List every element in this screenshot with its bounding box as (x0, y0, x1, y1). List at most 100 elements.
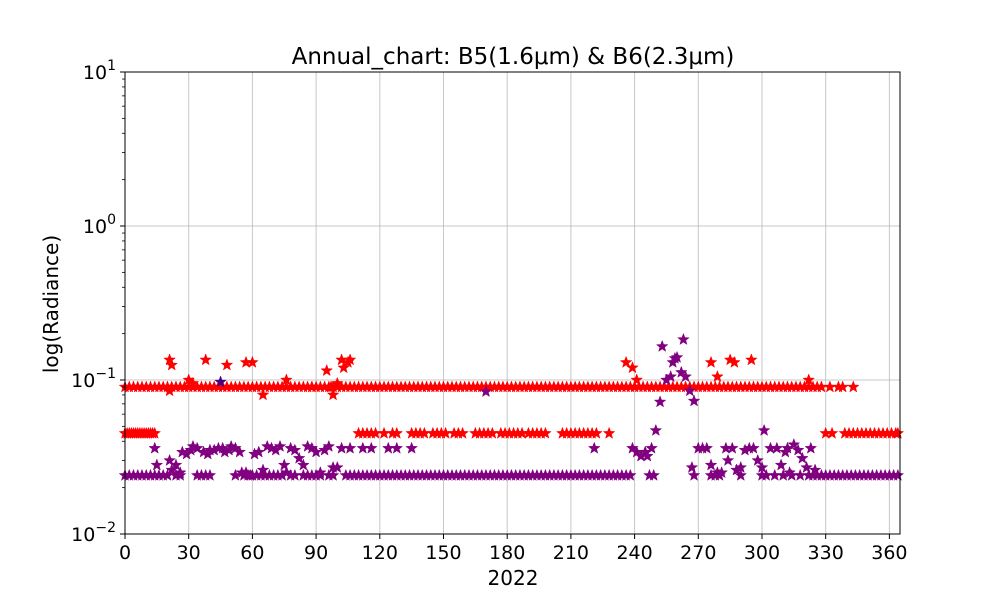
data-point (343, 353, 357, 366)
y-tick-label: 101 (83, 58, 116, 84)
data-point (163, 384, 176, 397)
data-point (734, 460, 748, 474)
data-point (296, 458, 310, 471)
data-point (330, 376, 344, 389)
data-point (326, 468, 340, 481)
x-tick-label: 60 (240, 542, 264, 564)
data-point (774, 458, 788, 471)
data-point (322, 439, 336, 452)
data-point (587, 441, 601, 454)
data-point (755, 460, 769, 474)
x-tick-label: 300 (744, 542, 780, 564)
data-point (165, 463, 179, 476)
data-point (711, 370, 724, 383)
data-point (589, 426, 603, 439)
data-point (791, 443, 805, 456)
data-point (700, 441, 714, 454)
data-point (203, 468, 217, 481)
data-point (313, 466, 327, 479)
data-point (640, 449, 654, 462)
data-point (757, 423, 771, 436)
chart-title: Annual_chart: B5(1.6μm) & B6(2.3μm) (292, 44, 735, 70)
data-point (647, 468, 661, 481)
data-point (602, 426, 616, 439)
data-point (405, 441, 419, 454)
data-point (804, 441, 818, 454)
x-tick-label: 150 (425, 542, 461, 564)
plot-frame (124, 71, 901, 535)
data-point (645, 441, 658, 454)
data-point (246, 355, 259, 368)
data-point (173, 465, 187, 479)
data-point (273, 439, 287, 452)
data-point (734, 468, 748, 481)
data-point (343, 441, 357, 454)
data-point (148, 441, 162, 454)
data-point (825, 426, 839, 439)
x-tick-label: 270 (680, 542, 716, 564)
data-point (626, 361, 639, 374)
data-point (677, 332, 690, 346)
data-point (479, 384, 493, 398)
data-point (165, 358, 179, 371)
data-point (679, 370, 692, 383)
data-point (685, 460, 699, 474)
data-point (199, 353, 213, 366)
data-point (148, 426, 162, 439)
data-point (456, 426, 469, 439)
data-point (233, 445, 247, 458)
data-point (190, 441, 204, 454)
data-point (630, 373, 644, 386)
x-axis-label: 2022 (488, 566, 539, 590)
x-tick-label: 120 (362, 542, 398, 564)
data-point (655, 339, 669, 352)
data-point (687, 394, 701, 407)
x-tick-label: 210 (553, 542, 589, 564)
data-point (836, 380, 850, 393)
data-point (744, 353, 758, 366)
data-point (704, 355, 718, 368)
data-point (320, 363, 334, 377)
data-point (288, 443, 302, 456)
data-point (704, 458, 718, 471)
data-point (670, 350, 684, 363)
data-point (770, 441, 784, 454)
data-point (783, 466, 796, 479)
data-point (390, 426, 404, 439)
data-point (214, 375, 227, 388)
x-tick-label: 330 (808, 542, 844, 564)
data-point (256, 463, 270, 476)
data-point (727, 355, 741, 368)
data-point (163, 453, 176, 466)
data-point (309, 445, 323, 458)
data-point (326, 388, 340, 401)
data-point (795, 451, 809, 464)
data-point (747, 441, 760, 454)
data-point (683, 384, 697, 397)
data-point (390, 441, 404, 454)
data-point (279, 466, 293, 479)
data-point (715, 466, 729, 479)
data-point (243, 468, 257, 481)
data-point (252, 445, 266, 458)
data-point (721, 453, 735, 466)
data-point (687, 468, 701, 481)
y-tick-label: 100 (83, 212, 116, 238)
data-point (256, 388, 270, 401)
data-point (277, 458, 291, 471)
x-tick-label: 90 (304, 542, 328, 564)
data-point (186, 376, 200, 389)
x-tick-label: 180 (489, 542, 525, 564)
data-point (649, 423, 663, 436)
x-tick-label: 30 (177, 542, 201, 564)
data-point (364, 441, 378, 454)
data-point (163, 353, 176, 366)
data-point (800, 460, 813, 474)
data-point (337, 361, 351, 374)
x-tick-label: 360 (871, 542, 907, 564)
data-point (751, 453, 765, 466)
data-point (623, 468, 637, 481)
data-point (653, 395, 667, 408)
